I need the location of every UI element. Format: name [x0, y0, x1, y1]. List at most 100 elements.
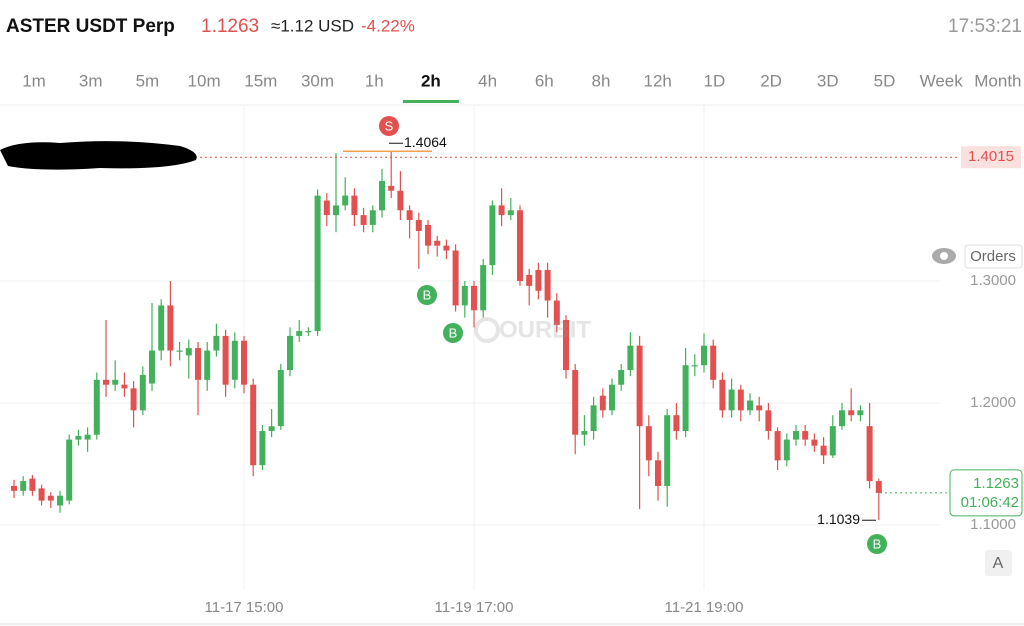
candle-body: [11, 485, 17, 491]
tab[interactable]: 30m: [301, 71, 334, 90]
candle-body: [75, 435, 82, 440]
alert-label: 1.4015: [968, 148, 1014, 165]
tab[interactable]: 3m: [79, 71, 103, 90]
high-label: 1.4064: [404, 134, 447, 150]
candle-body: [397, 190, 404, 211]
candle-body: [268, 426, 275, 432]
tab[interactable]: 4h: [478, 71, 497, 90]
candle-body: [590, 405, 597, 432]
candle-body: [553, 300, 560, 325]
tab[interactable]: 6h: [535, 71, 554, 90]
timeframe-tabs: 1m 3m 5m 10m 15m 30m 1h 2h 4h 6h 8h 12h 1D 2D 3D 5D Week…: [22, 71, 1022, 103]
tab[interactable]: 2D: [760, 71, 782, 90]
candle-body: [461, 285, 468, 306]
candle-body: [250, 384, 257, 466]
candle-body: [103, 379, 109, 385]
candle-body: [369, 210, 376, 225]
candle-body: [636, 345, 643, 427]
candle-body: [829, 426, 836, 456]
tab[interactable]: 5D: [874, 71, 896, 90]
watermark-text: OURBIT: [499, 316, 591, 343]
candle-body: [839, 410, 845, 427]
candle-body: [222, 335, 229, 385]
candle-body: [526, 274, 533, 286]
candle-body: [618, 370, 625, 385]
candle-body: [609, 384, 615, 411]
candle-body: [728, 389, 735, 411]
candle-body: [774, 431, 781, 461]
candle-body: [185, 348, 192, 356]
candle-body: [38, 488, 45, 501]
candle-body: [535, 270, 542, 291]
tab[interactable]: 3D: [817, 71, 839, 90]
trade-marker-label: B: [449, 325, 458, 340]
candle-body: [572, 370, 579, 435]
trade-marker-label: B: [423, 287, 432, 302]
candle-body: [507, 210, 514, 216]
auto-label[interactable]: A: [993, 555, 1004, 572]
candle-body: [682, 365, 689, 432]
tab[interactable]: 15m: [244, 71, 277, 90]
candle-body: [443, 245, 450, 251]
candle-body: [314, 195, 321, 332]
candle-body: [29, 478, 36, 491]
candle-body: [811, 439, 818, 446]
tab[interactable]: 1D: [704, 71, 726, 90]
candle-body: [563, 320, 569, 371]
candle-body: [351, 195, 358, 216]
candle-body: [342, 195, 349, 206]
candle-body: [581, 431, 588, 435]
y-tick-label: 1.1000: [970, 516, 1016, 533]
candle-body: [701, 345, 707, 366]
tab[interactable]: 1h: [365, 71, 384, 90]
candle-body: [802, 431, 809, 440]
auto-button[interactable]: A: [985, 550, 1012, 576]
candle-body: [333, 205, 339, 216]
candle-body: [783, 439, 790, 461]
candle-body: [471, 285, 477, 311]
orders-label[interactable]: Orders: [970, 248, 1016, 265]
tab[interactable]: Month: [974, 71, 1021, 90]
alert-tag: [961, 146, 1021, 169]
candle-body: [415, 220, 422, 232]
candle-body: [664, 415, 671, 486]
trade-marker: [379, 116, 399, 136]
candle-body: [112, 379, 119, 385]
candle-body: [747, 400, 753, 411]
candle-body: [645, 426, 652, 461]
tab[interactable]: 5m: [136, 71, 160, 90]
candle-body: [498, 205, 505, 216]
candle-body: [241, 340, 247, 385]
candle-body: [121, 384, 128, 389]
candle-body: [93, 379, 100, 435]
candle-body: [20, 481, 27, 491]
y-tick-label: 1.2000: [970, 394, 1016, 411]
tab[interactable]: Week: [920, 71, 964, 90]
tab[interactable]: 8h: [592, 71, 611, 90]
candle-body: [66, 439, 73, 501]
tab[interactable]: 1m: [22, 71, 46, 90]
candle-body: [277, 370, 284, 427]
candle-body: [176, 350, 183, 352]
candle-body: [655, 460, 661, 486]
tab[interactable]: 12h: [644, 71, 672, 90]
candle-body: [434, 240, 441, 246]
chart: 1.1000 1.2000 1.3000 11-17 15:00 11-19 17:00…: [0, 105, 1023, 616]
candle-body: [599, 395, 606, 411]
candle-body: [425, 224, 431, 246]
tab[interactable]: 10m: [188, 71, 221, 90]
candle-body: [305, 331, 312, 333]
candle-body: [406, 210, 413, 221]
trade-marker: [867, 534, 887, 554]
candle-body: [259, 431, 266, 466]
candle-body: [204, 350, 211, 380]
orders-toggle[interactable]: Orders: [932, 244, 1023, 269]
last-price-label: 1.1263: [973, 475, 1019, 492]
tab[interactable]: 2h: [421, 71, 441, 90]
countdown: 01:06:42: [961, 494, 1019, 511]
candle-body: [84, 434, 91, 440]
candle-body: [857, 410, 864, 416]
trade-marker-label: S: [385, 118, 394, 133]
x-tick-label: 11-21 19:00: [665, 599, 744, 616]
